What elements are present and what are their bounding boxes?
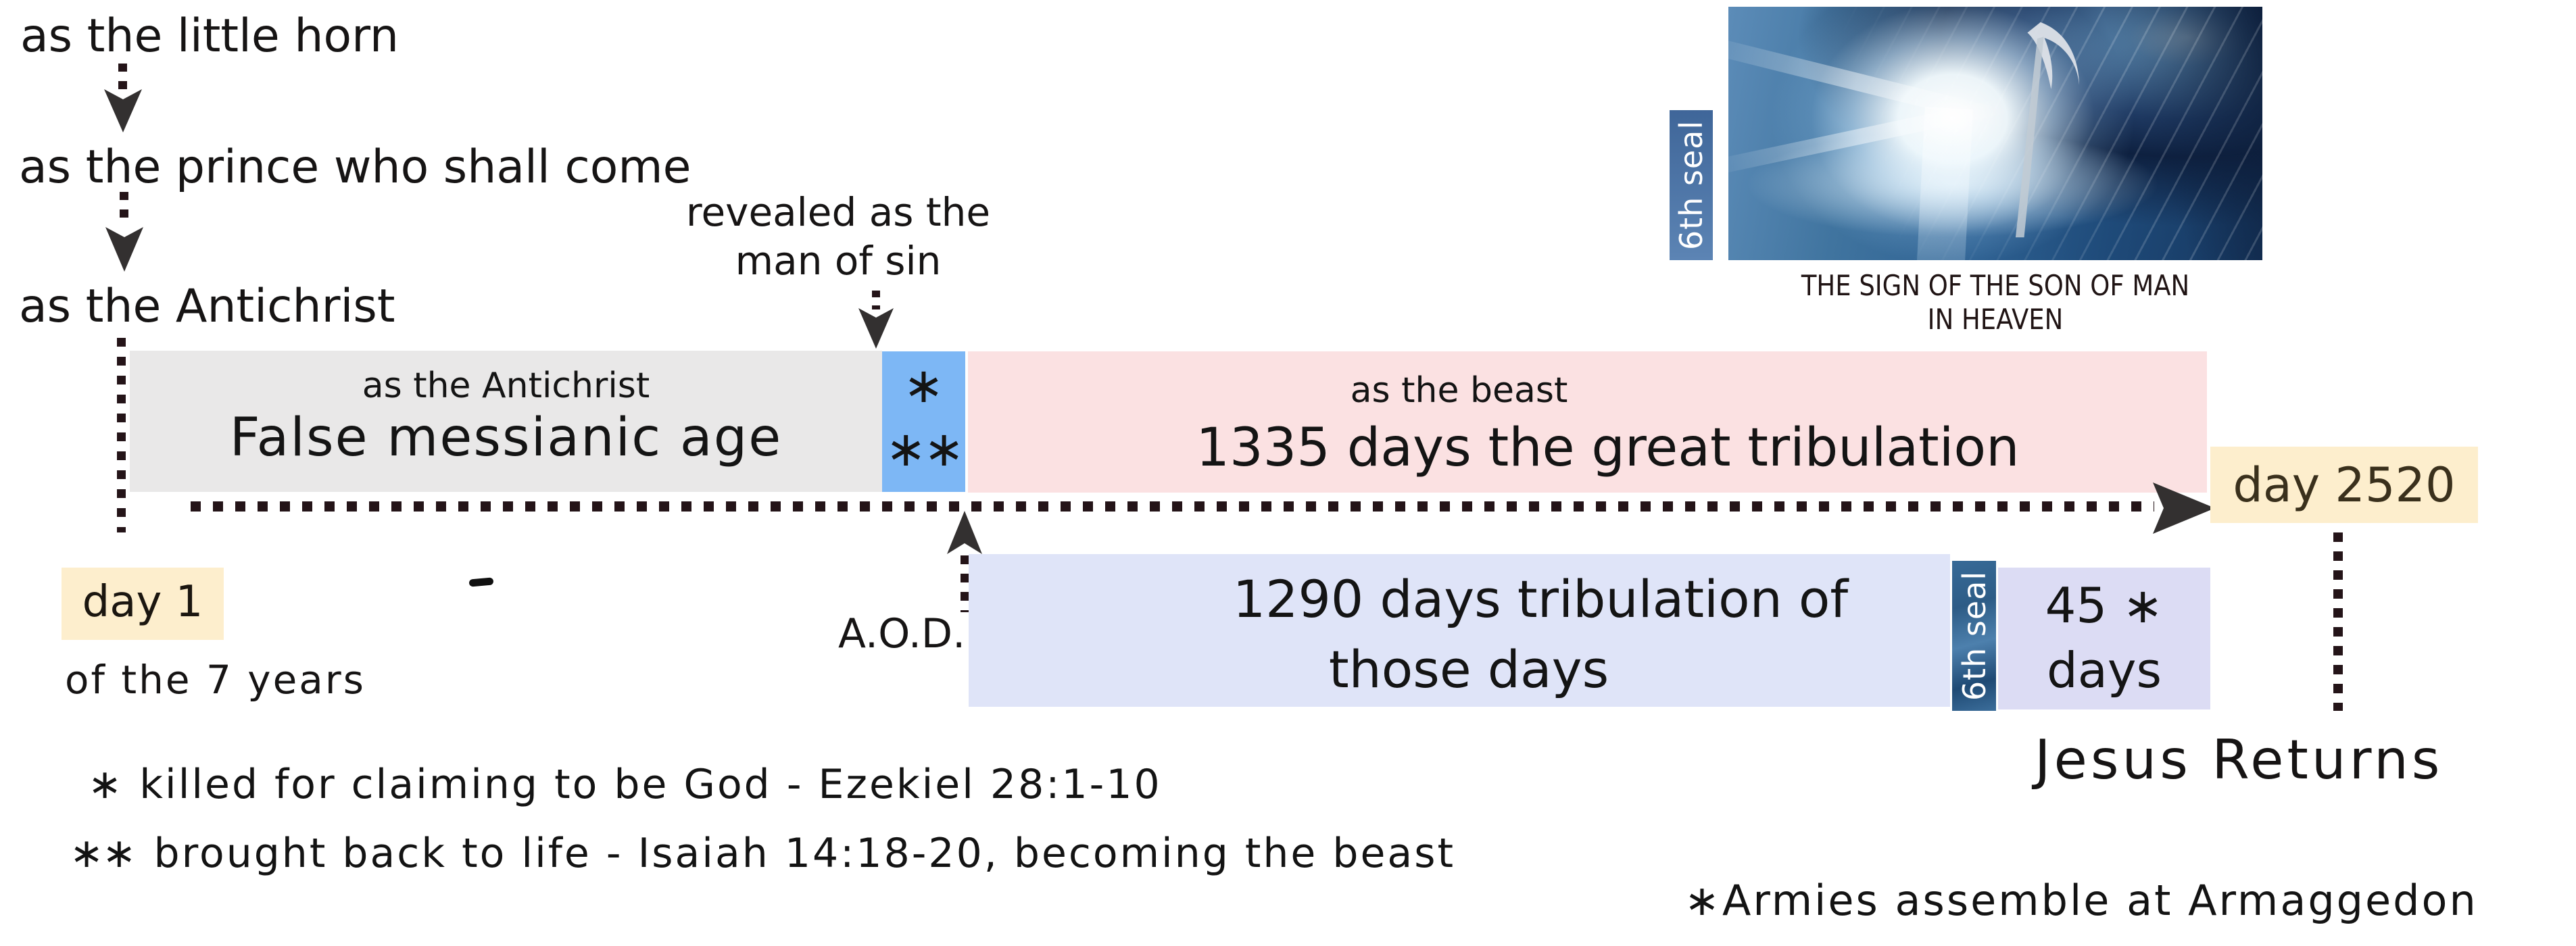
day-1-highlight: day 1 [62,568,224,640]
caption-line1: THE SIGN OF THE SON OF MAN [1801,269,2190,302]
footnote-1-text: killed for claiming to be God - Ezekiel … [139,761,1162,808]
revealed-line1: revealed as the [685,189,991,235]
day2520-dotted-line [2333,532,2343,711]
aod-up-arrowhead-icon [947,511,982,554]
photo-caption: THE SIGN OF THE SON OF MAN IN HEAVEN [1728,269,2262,337]
down-arrow-dots-1 [118,64,127,93]
footnote-brought-back: ∗∗ brought back to life - Isaiah 14:18-2… [70,830,1455,877]
bar-45-line1: 45 ∗ [2045,577,2164,634]
aod-arrow-dots [961,555,969,612]
footnote-1-marker: ∗ [88,761,122,808]
revealed-line2: man of sin [735,238,942,284]
day-2520-label: day 2520 [2233,457,2456,513]
gray-bar-top-label: as the Antichrist [362,366,650,406]
footnote-3-marker: ∗ [1684,876,1720,925]
down-arrowhead-icon-1 [104,89,142,132]
footnote-armies: ∗ Armies assemble at Armaggedon [1684,876,2478,925]
pink-bar-main-label: 1335 days the great tribulation [1196,418,2020,478]
footnote-2-text: brought back to life - Isaiah 14:18-20, … [153,830,1455,877]
day-2520-highlight: day 2520 [2210,447,2478,523]
footnote-3-text: Armies assemble at Armaggedon [1722,876,2478,925]
day-1-sublabel: of the 7 years [65,657,366,703]
footnote-killed: ∗ killed for claiming to be God - Ezekie… [88,761,1162,808]
scythe-icon [2016,22,2080,237]
sixth-seal-photo-label-text: 6th seal [1673,120,1709,251]
day-1-label: day 1 [82,577,203,627]
bar-45-line2: days [2047,642,2162,699]
label-revealed-man-of-sin: revealed as the man of sin [629,188,1048,285]
bar-1290-line1: 1290 days tribulation of [1232,569,1849,629]
label-antichrist: as the Antichrist [19,280,395,333]
down-arrowhead-icon-2 [105,227,143,272]
timeline-dotted-line [191,501,2154,512]
timeline-arrowhead-icon [2153,482,2215,534]
false-messianic-age-bar: as the Antichrist False messianic age [130,351,882,492]
revealed-arrowhead-icon [858,308,894,349]
double-asterisk-mark: ∗∗ [885,420,965,477]
great-tribulation-bar: as the beast 1335 days the great tribula… [968,351,2207,493]
jesus-returns-label: Jesus Returns [2035,728,2444,791]
stray-mark [468,577,494,587]
sixth-seal-photo-label: 6th seal [1670,110,1713,260]
bar-1290-line2: those days [1328,639,1609,699]
sixth-seal-strip: 6th seal [1952,561,1996,711]
light-burst-lower-art [1728,7,2262,260]
gray-bar-main-label: False messianic age [229,407,783,468]
label-prince: as the prince who shall come [19,141,691,194]
pink-bar-top-label: as the beast [1350,370,1568,411]
label-little-horn: as the little horn [20,9,399,63]
man-of-sin-segment: ∗ ∗∗ [882,351,965,492]
sixth-seal-strip-label: 6th seal [1955,570,1993,701]
sign-of-son-of-man-image [1728,7,2262,260]
down-arrow-dots-2 [120,192,128,227]
tribulation-1290-bar: 1290 days tribulation of those days [969,554,1950,707]
revealed-arrow-dots [872,291,880,309]
day1-dotted-line [117,338,126,532]
asterisk-mark: ∗ [903,357,944,414]
forty-five-days-bar: 45 ∗ days [1998,568,2210,710]
footnote-2-marker: ∗∗ [70,830,137,877]
star-streaks-art [1728,7,2262,260]
caption-line2: IN HEAVEN [1927,303,2064,336]
